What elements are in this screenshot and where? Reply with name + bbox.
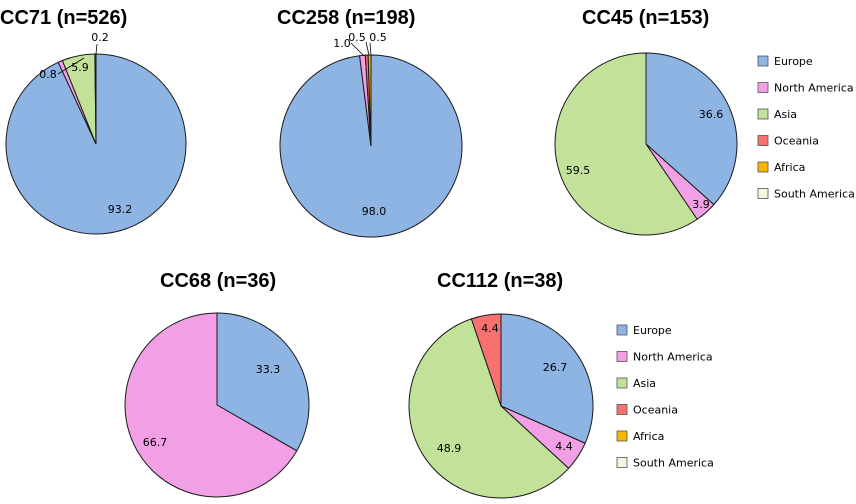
data-label-europe: 26.7 [543, 361, 568, 374]
data-label-oceania: 4.4 [481, 322, 499, 335]
slice-oceania [94, 53, 97, 145]
legend-label-oceania: Oceania [633, 404, 678, 417]
data-label-europe: 93.2 [108, 203, 133, 216]
legend-swatch-africa [616, 430, 628, 442]
leader-line [57, 57, 85, 75]
slice-oceania [470, 313, 502, 407]
legend-label-north-america: North America [774, 82, 854, 95]
leader-line [350, 42, 365, 57]
pie-chart-cc71: CC71 (n=526) 93.2 0.8 5.9 0.2 [0, 7, 187, 235]
data-label-europe: 36.6 [699, 108, 724, 121]
legend-label-europe: Europe [633, 324, 672, 337]
data-label-asia: 59.5 [566, 164, 591, 177]
data-label-africa: 0.5 [369, 31, 387, 44]
legend-swatch-africa [757, 161, 769, 173]
legend-swatch-north-america [757, 82, 769, 93]
legend-label-asia: Asia [633, 377, 656, 390]
legend-swatch-oceania [757, 135, 769, 146]
data-label-europe: 98.0 [362, 205, 387, 218]
leader-line [369, 42, 372, 56]
slice-asia [408, 318, 570, 499]
data-label-north-america: 1.0 [333, 37, 351, 50]
pie-chart-cc112: CC112 (n=38) 26.7 4.4 48.9 4.4 [408, 270, 594, 499]
slice-asia [554, 52, 698, 236]
leader-line [95, 43, 98, 55]
data-label-north-america: 4.4 [555, 440, 573, 453]
data-label-europe: 33.3 [256, 363, 281, 376]
legend-swatch-asia [757, 108, 769, 120]
slice-europe [645, 52, 738, 206]
legend-label-europe: Europe [774, 55, 813, 68]
legend-swatch-north-america [616, 351, 628, 362]
chart-title: CC112 (n=38) [437, 270, 563, 292]
data-label-asia: 48.9 [437, 442, 462, 455]
legend-label-africa: Africa [633, 430, 664, 443]
legend: Europe North America Asia Oceania Africa Sout… [616, 324, 714, 470]
legend-label-south-america: South America [633, 457, 714, 470]
chart-title: CC68 (n=36) [160, 270, 276, 292]
data-label-oceania: 0.2 [91, 31, 109, 44]
chart-title: CC45 (n=153) [582, 7, 709, 29]
data-label-north-america: 0.8 [39, 68, 57, 81]
data-label-north-america: 3.9 [692, 198, 710, 211]
legend-label-oceania: Oceania [774, 135, 819, 148]
data-label-oceania: 0.5 [348, 31, 366, 44]
slice-europe [216, 312, 310, 452]
data-label-north-america: 66.7 [143, 436, 168, 449]
chart-title: CC258 (n=198) [277, 7, 415, 29]
leader-line [365, 41, 370, 56]
legend-swatch-oceania [616, 404, 628, 415]
legend-label-north-america: North America [633, 351, 713, 364]
chart-title: CC71 (n=526) [0, 7, 127, 29]
data-label-asia: 5.9 [71, 61, 89, 74]
legend-swatch-europe [616, 324, 628, 336]
pie-chart-cc258: CC258 (n=198)98.01.00.5 0.5 [277, 7, 463, 238]
legend-label-south-america: South America [774, 188, 855, 201]
legend-swatch-asia [616, 377, 628, 389]
legend-swatch-south-america [757, 188, 769, 199]
legend-swatch-europe [757, 55, 769, 67]
slice-europe [500, 313, 594, 444]
legend-label-asia: Asia [774, 108, 797, 121]
legend: Europe North America Asia Oceania Africa Sout… [757, 55, 855, 201]
pie-chart-cc45: CC45 (n=153) 36.6 3.9 59.5 [554, 7, 738, 236]
pie-chart-cc68: CC68 (n=36) 33.3 66.7 [124, 270, 310, 498]
slice-north-america [124, 312, 298, 498]
legend-swatch-south-america [616, 457, 628, 468]
legend-label-africa: Africa [774, 161, 805, 174]
